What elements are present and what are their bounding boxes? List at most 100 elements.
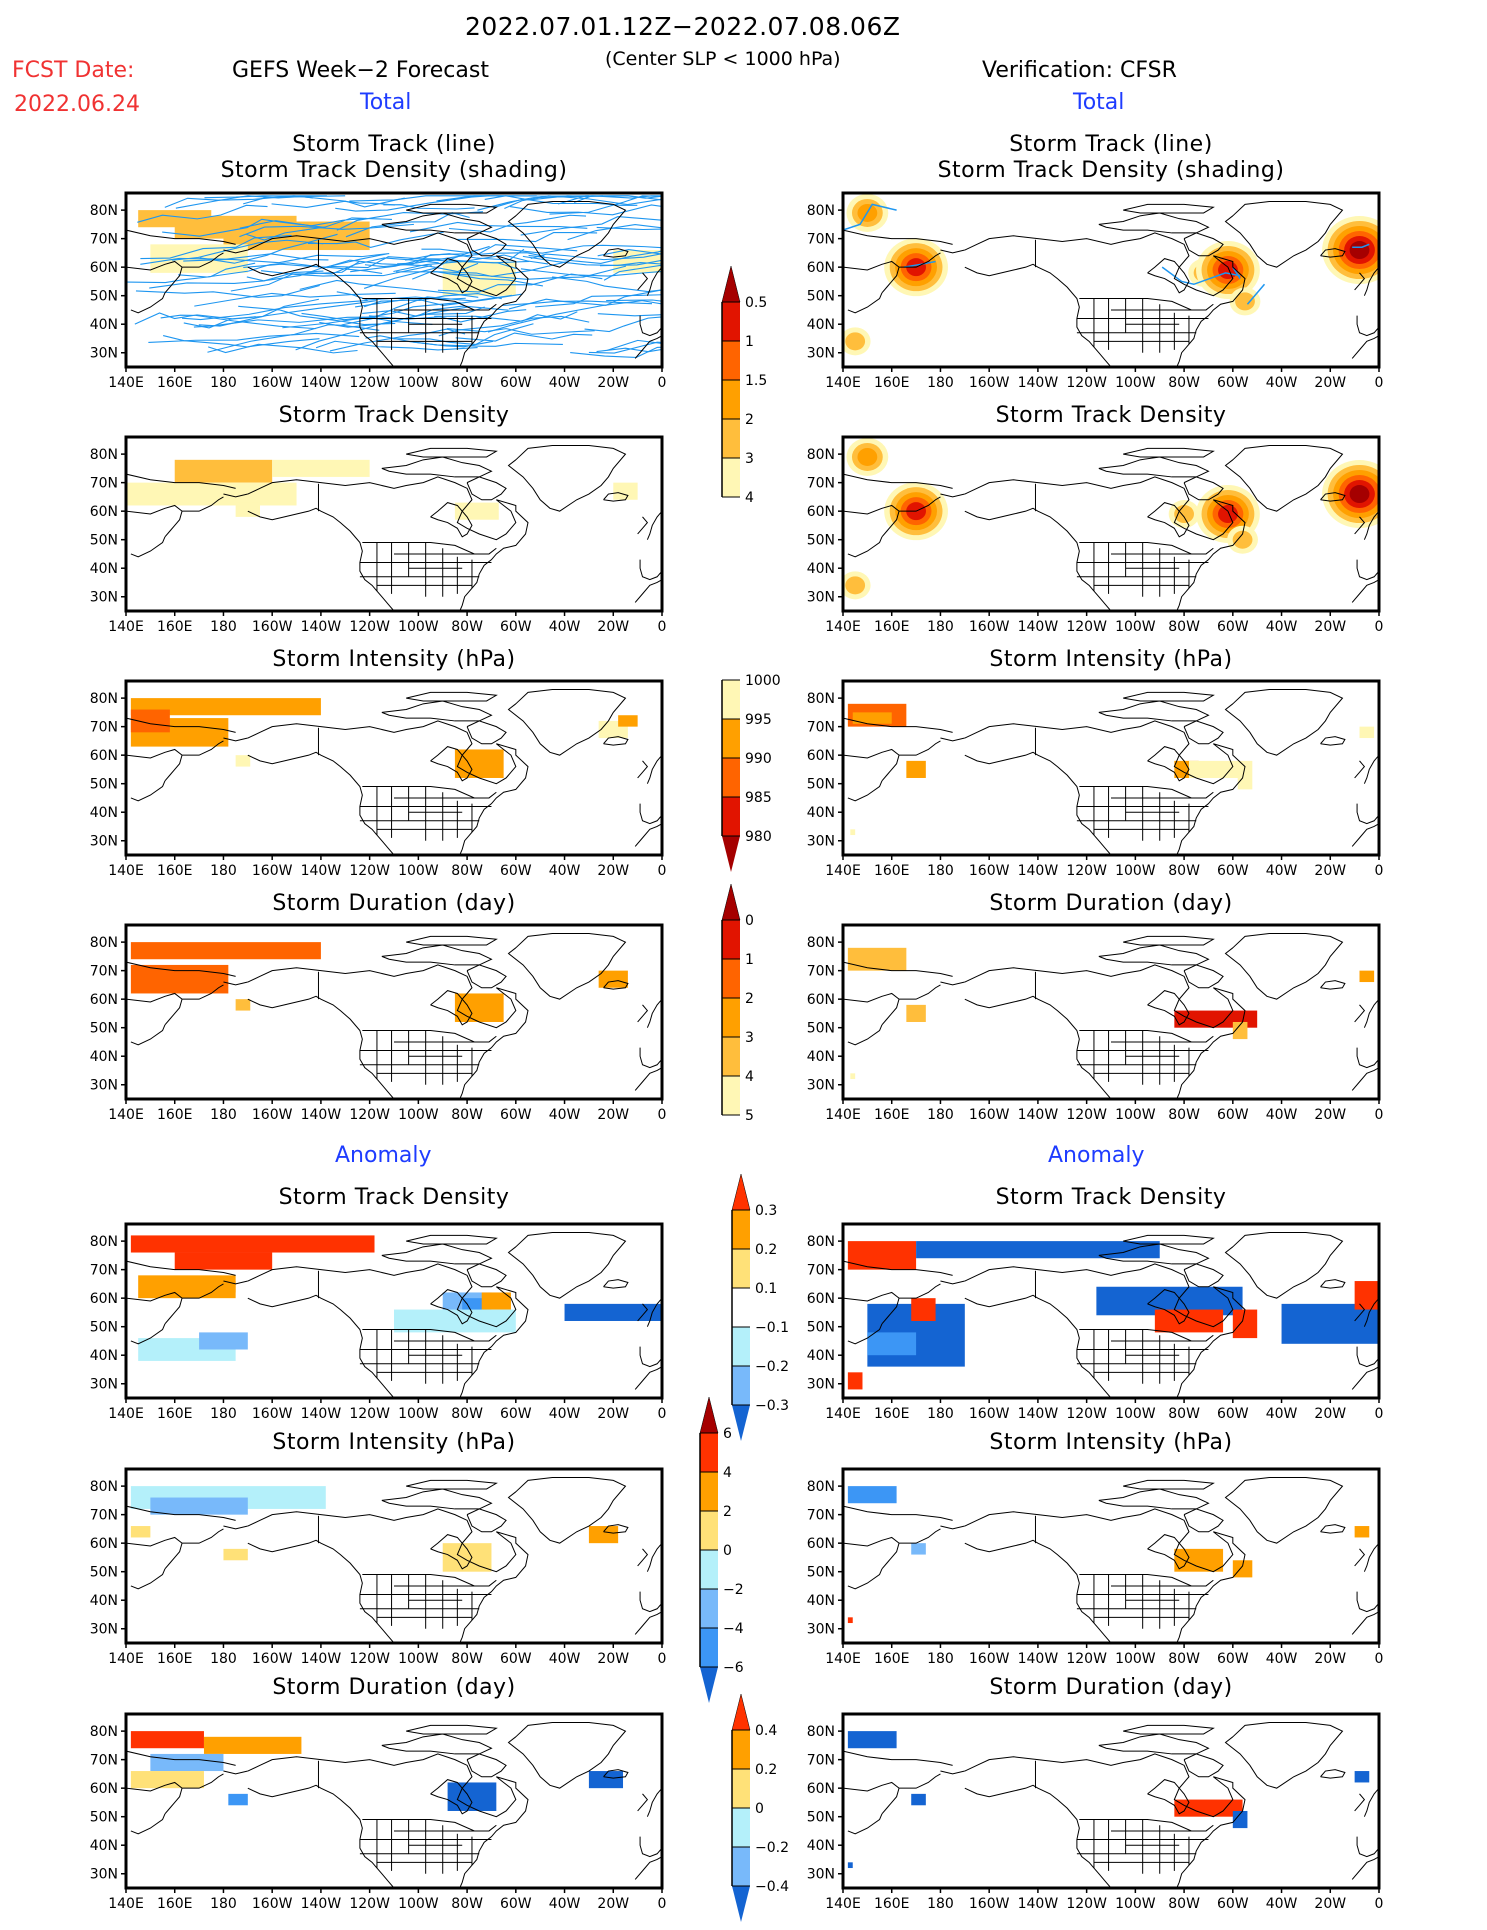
coastline: [964, 263, 1112, 367]
colorbar-intensity_anom: 6 4 2 0 −2 −4 −6: [690, 1393, 780, 1711]
political-border: [362, 1329, 497, 1342]
coastline: [843, 961, 953, 977]
panel-title: Storm Track Density: [995, 1185, 1227, 1210]
x-tick-label: 0: [658, 375, 667, 391]
coastline: [507, 933, 627, 1000]
colorbar-segment: [722, 419, 740, 458]
coastline: [1320, 1524, 1346, 1534]
right-anomaly-label: Anomaly: [1048, 1143, 1145, 1168]
y-tick-label: 40N: [807, 1049, 835, 1065]
x-tick-label: 60W: [1217, 619, 1249, 635]
coastline: [164, 1543, 183, 1570]
y-tick-label: 70N: [90, 964, 118, 980]
storm-track-line: [597, 313, 662, 317]
x-tick-label: 140W: [1018, 375, 1059, 391]
coastline: [381, 1488, 493, 1510]
x-tick-label: 180: [927, 1896, 954, 1912]
x-tick-label: 120W: [349, 1406, 390, 1422]
x-tick-label: 0: [1375, 863, 1384, 879]
y-tick-label: 40N: [90, 1348, 118, 1364]
coastline: [964, 1539, 1112, 1643]
shading-cell: [618, 715, 638, 727]
y-tick-label: 70N: [90, 1263, 118, 1279]
coastline: [964, 232, 1246, 367]
coastline: [881, 1543, 900, 1570]
colorbar-segment: [732, 1808, 750, 1847]
y-tick-label: 40N: [90, 1593, 118, 1609]
colorbar-segment: [722, 458, 740, 497]
coastline: [223, 1770, 248, 1775]
map-content: [126, 195, 662, 367]
coastline: [126, 473, 236, 489]
panel-title: Storm Track (line): [292, 132, 496, 157]
shading-cell: [211, 1281, 236, 1293]
colorbar-segment: [722, 341, 740, 380]
shading-cell: [588, 1771, 624, 1789]
shading-cell: [126, 482, 297, 506]
map-plot-area: 140E 160E 180 160W 140W 120W 100W 80W 60W 40W 20W 0…: [90, 1222, 666, 1422]
storm-track-line: [335, 195, 490, 212]
map-plot-area: 140E 160E 180 160W 140W 120W 100W 80W 60W 40W 20W 0…: [90, 1712, 666, 1912]
storm-track-line: [172, 239, 324, 261]
coastline: [881, 267, 900, 294]
x-tick-label: 80W: [1168, 863, 1200, 879]
map-svg: 140E 160E 180 160W 140W 120W 100W 80W 60W 40W 20W 0…: [90, 435, 666, 635]
x-tick-label: 140W: [1018, 1651, 1059, 1667]
map-frame: [841, 191, 1381, 369]
x-tick-label: 160W: [969, 1896, 1010, 1912]
x-tick-label: 120W: [1066, 1107, 1107, 1123]
coastline: [847, 1323, 883, 1345]
storm-track-line: [243, 196, 405, 208]
x-tick-label: 140E: [108, 1406, 144, 1422]
x-tick-label: 60W: [500, 1896, 532, 1912]
y-tick-label: 80N: [90, 1724, 118, 1740]
colorbar-segment: [722, 1076, 740, 1115]
coastline: [406, 1234, 498, 1245]
coastline: [634, 335, 662, 359]
density-blob: [845, 332, 866, 351]
coastline: [843, 717, 953, 733]
coastline: [881, 511, 900, 538]
storm-track-line: [437, 273, 603, 293]
coastline: [1147, 1779, 1190, 1815]
coastline: [881, 1788, 900, 1815]
x-tick-label: 140W: [301, 619, 342, 635]
y-tick-label: 50N: [807, 1320, 835, 1336]
x-tick-label: 60W: [1217, 375, 1249, 391]
shading-cell: [150, 1753, 224, 1772]
x-tick-label: 60W: [500, 1107, 532, 1123]
y-tick-label: 80N: [90, 691, 118, 707]
density-blob: [857, 447, 878, 466]
coastline: [847, 1813, 883, 1835]
coastline: [223, 1280, 248, 1285]
coastline: [964, 751, 1112, 855]
coastline: [247, 1294, 395, 1398]
x-tick-label: 20W: [1314, 1651, 1346, 1667]
panel-title: Storm Intensity (hPa): [272, 647, 516, 672]
coastline: [964, 720, 1246, 855]
colorbar-segment: [732, 1769, 750, 1808]
x-tick-label: 20W: [1314, 375, 1346, 391]
storm-track-line: [193, 316, 379, 328]
map-content: [843, 1477, 1379, 1643]
colorbar-arrow-up: [731, 1173, 751, 1211]
x-tick-label: 100W: [1115, 1107, 1156, 1123]
colorbar-segment: [722, 302, 740, 341]
colorbar-label: 1000: [745, 673, 781, 689]
left-anomaly-label: Anomaly: [335, 1143, 432, 1168]
coastline: [603, 1524, 629, 1534]
storm-track-line: [412, 341, 563, 347]
coastline: [247, 995, 395, 1099]
right-total-label: Total: [1073, 90, 1125, 115]
x-tick-label: 160W: [969, 375, 1010, 391]
coastline: [843, 1260, 953, 1276]
x-tick-label: 100W: [1115, 1651, 1156, 1667]
colorbar-label: 4: [745, 490, 754, 506]
storm-track-line: [163, 335, 320, 348]
coastline: [1320, 980, 1346, 990]
colorbar-label: 0.4: [755, 1723, 777, 1739]
x-tick-label: 160E: [157, 1896, 193, 1912]
shading-cell: [203, 1736, 302, 1754]
coastline: [1354, 272, 1366, 291]
coastline: [637, 516, 649, 535]
